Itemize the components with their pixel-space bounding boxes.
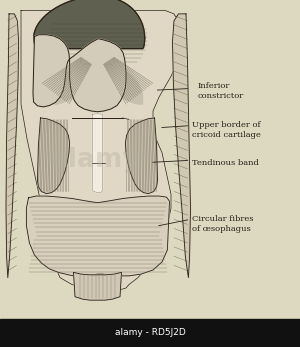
Polygon shape bbox=[92, 114, 103, 193]
Text: alamy - RD5J2D: alamy - RD5J2D bbox=[115, 328, 185, 337]
Text: Upper border of
cricoid cartilage: Upper border of cricoid cartilage bbox=[192, 121, 261, 139]
Polygon shape bbox=[21, 10, 183, 291]
Bar bbox=[0, 319, 300, 347]
Polygon shape bbox=[33, 35, 126, 112]
Polygon shape bbox=[74, 272, 122, 300]
Polygon shape bbox=[26, 196, 170, 277]
Polygon shape bbox=[52, 62, 98, 104]
Polygon shape bbox=[172, 14, 190, 278]
Text: Inferior
constrictor: Inferior constrictor bbox=[198, 82, 244, 100]
Polygon shape bbox=[34, 0, 145, 49]
Text: Circular fibres
of œsophagus: Circular fibres of œsophagus bbox=[192, 215, 254, 232]
Polygon shape bbox=[125, 118, 158, 194]
Polygon shape bbox=[6, 14, 19, 278]
Polygon shape bbox=[98, 62, 142, 104]
Text: Tendinous band: Tendinous band bbox=[192, 159, 259, 167]
Polygon shape bbox=[38, 118, 70, 194]
Text: alamy: alamy bbox=[51, 147, 141, 172]
